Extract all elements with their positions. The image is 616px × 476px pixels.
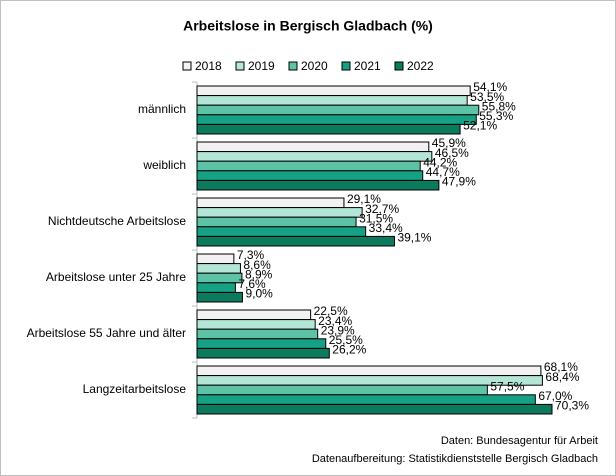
bar: [196, 104, 480, 116]
legend-swatch: [235, 61, 245, 71]
legend-label: 2022: [407, 59, 434, 73]
value-label: 9,0%: [245, 287, 273, 301]
category-label: Langzeitarbeitslose: [83, 382, 187, 396]
value-label: 33,4%: [369, 221, 403, 235]
value-label: 7,3%: [237, 248, 265, 262]
legend-swatch: [341, 61, 351, 71]
bar: [196, 141, 430, 153]
value-label: 54,1%: [473, 80, 507, 94]
value-label: 8,9%: [245, 267, 273, 281]
value-label: 39,1%: [397, 231, 431, 245]
value-label: 67,0%: [538, 389, 572, 403]
bar: [196, 291, 243, 303]
value-label: 31,5%: [359, 211, 393, 225]
value-label: 32,7%: [365, 202, 399, 216]
chart-title: Arbeitslose in Bergisch Gladbach (%): [183, 18, 433, 34]
bar: [196, 197, 345, 209]
value-label: 29,1%: [347, 192, 381, 206]
bar: [196, 384, 488, 396]
category-label: weiblich: [142, 158, 186, 172]
bar: [196, 151, 433, 162]
bar: [196, 170, 424, 181]
bar: [196, 95, 468, 106]
legend-label: 2018: [195, 59, 222, 73]
value-label: 26,2%: [332, 343, 366, 357]
value-label: 22,5%: [314, 304, 348, 318]
value-label: 23,9%: [321, 323, 355, 337]
bar: [196, 282, 236, 293]
bar: [196, 226, 367, 237]
value-label: 52,1%: [463, 119, 497, 133]
value-label: 68,4%: [545, 370, 579, 384]
legend-label: 2021: [354, 59, 381, 73]
value-label: 45,9%: [432, 136, 466, 150]
value-label: 55,8%: [482, 99, 516, 113]
bar: [196, 338, 327, 349]
value-label: 44,7%: [426, 165, 460, 179]
bar: [196, 235, 395, 247]
bar: [196, 179, 440, 191]
bar: [196, 272, 243, 284]
value-label: 25,5%: [329, 333, 363, 347]
source: Datenaufbereitung: Statistikdienststelle…: [312, 453, 598, 465]
bar: [196, 347, 330, 359]
bar: [196, 253, 235, 265]
value-label: 57,5%: [490, 379, 524, 393]
bar: [196, 114, 477, 125]
bar: [196, 123, 461, 135]
category-label: männlich: [138, 102, 186, 116]
legend-swatch: [182, 61, 192, 71]
bar: [196, 216, 357, 228]
category-label: Arbeitslose unter 25 Jahre: [46, 270, 186, 284]
bar: [196, 394, 536, 405]
value-label: 44,2%: [423, 155, 457, 169]
value-label: 23,4%: [318, 314, 352, 328]
legend-label: 2020: [301, 59, 328, 73]
category-label: Nichtdeutsche Arbeitslose: [48, 214, 186, 228]
bar: [196, 319, 316, 330]
legend-label: 2019: [248, 59, 275, 73]
value-label: 68,1%: [544, 360, 578, 374]
value-label: 46,5%: [435, 146, 469, 160]
bar: [196, 207, 363, 218]
legend-swatch: [394, 61, 404, 71]
bar: [196, 263, 241, 274]
value-label: 7,6%: [238, 277, 266, 291]
bar: [196, 160, 421, 172]
bar: [196, 365, 542, 377]
value-label: 70,3%: [555, 399, 589, 413]
value-label: 8,6%: [243, 258, 271, 272]
value-label: 55,3%: [479, 109, 513, 123]
source: Daten: Bundesagentur für Arbeit: [441, 435, 598, 447]
legend-swatch: [288, 61, 298, 71]
bar: [196, 309, 312, 321]
value-label: 53,5%: [470, 90, 504, 104]
bar: [196, 328, 319, 340]
category-label: Arbeitslose 55 Jahre und älter: [27, 326, 186, 340]
bar: [196, 85, 471, 97]
value-label: 47,9%: [442, 175, 476, 189]
bar: [196, 403, 553, 415]
